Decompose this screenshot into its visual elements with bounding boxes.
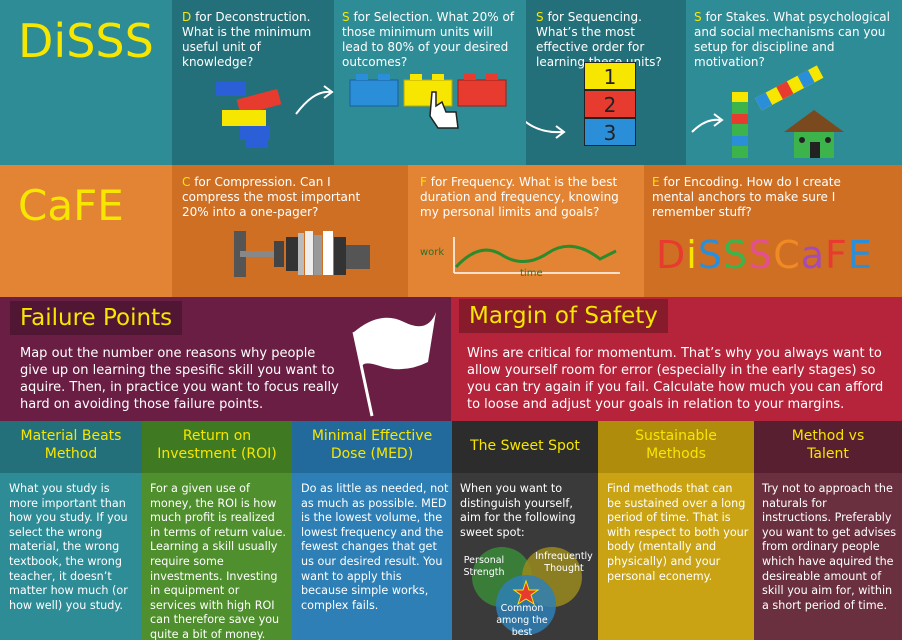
failure-text: Map out the number one reasons why peopl…: [20, 346, 339, 412]
col-sweet-text: When you want to distinguish yourself, a…: [460, 482, 576, 539]
venn-diagram: [472, 547, 582, 635]
logo-letter: C: [773, 233, 801, 277]
logo-letter: S: [697, 233, 723, 277]
col-sweet-head-bg: [452, 421, 598, 473]
lego-row-icon: [349, 74, 507, 129]
disss-s1-letter: S: [342, 10, 350, 24]
disss-title: DiSSS: [18, 14, 154, 68]
disss-s3-panel: S for Stakes. What psychological and soc…: [686, 0, 902, 165]
venn-label-infrequent: Infrequently Thought: [535, 551, 593, 574]
logo-letter: F: [825, 233, 848, 277]
logo-letter: D: [656, 233, 687, 277]
col-material-text: What you study is more important than ho…: [9, 482, 128, 612]
logo-letter: S: [722, 233, 749, 277]
arrow-icon: [295, 85, 334, 115]
frequency-graph: [453, 237, 620, 274]
failure-title: Failure Points: [10, 301, 183, 335]
disss-title-panel: DiSSS: [0, 0, 172, 165]
cafe-c-letter: C: [182, 175, 191, 189]
arrow-icon: [526, 120, 566, 139]
logo-letter: i: [686, 233, 698, 277]
white-flag-icon: [352, 312, 436, 417]
col-material-panel: Material Beats Method What you study is …: [0, 421, 142, 640]
col-talent-panel: Method vs Talent Try not to approach the…: [754, 421, 902, 640]
venn-label-common: Common among the best: [496, 603, 548, 638]
disss-s2-letter: S: [536, 10, 544, 24]
logo-letter: a: [800, 233, 826, 277]
sequence-block-2: 2: [584, 90, 636, 118]
cafe-c-text: C for Compression. Can I compress the mo…: [182, 175, 361, 219]
disss-d-text: D for Deconstruction. What is the minimu…: [182, 10, 312, 69]
cafe-title-panel: CaFE: [0, 165, 172, 297]
col-med-text: Do as little as needed, not as much as p…: [301, 482, 449, 612]
cafe-f-text: F for Frequency. What is the best durati…: [420, 175, 619, 219]
col-material-head-bg: [0, 421, 142, 473]
col-talent-head-bg: [754, 421, 902, 473]
logo-letter: E: [847, 233, 873, 277]
logo-letter: S: [748, 233, 774, 277]
col-sustainable-text: Find methods that can be sustained over …: [607, 482, 749, 583]
disss-cafe-logo: DiSSSCaFE: [656, 233, 873, 277]
sequence-block-3: 3: [584, 118, 636, 146]
cafe-e-text: E for Encoding. How do I create mental a…: [652, 175, 841, 219]
margin-text: Wins are critical for momentum. That’s w…: [467, 346, 884, 412]
col-sustainable-panel: Sustainable Methods Find methods that ca…: [598, 421, 754, 640]
col-sustainable-title: Sustainable Methods: [635, 428, 717, 462]
clamp-icon: [234, 231, 370, 277]
col-roi-text: For a given use of money, the ROI is how…: [150, 482, 286, 640]
col-roi-panel: Return on Investment (ROI) For a given u…: [142, 421, 292, 640]
sequence-stack: 1 2 3: [584, 62, 636, 146]
margin-title: Margin of Safety: [459, 299, 668, 333]
disss-s2-text: S for Sequencing. What’s the most effect…: [536, 10, 662, 69]
col-sustainable-head-bg: [598, 421, 754, 473]
disss-s1-panel: S for Selection. What 20% of those minim…: [334, 0, 526, 165]
col-talent-title: Method vs Talent: [791, 428, 865, 462]
col-med-title: Minimal Effective Dose (MED): [311, 428, 433, 462]
graph-x-label: time: [520, 268, 543, 279]
cafe-e-panel: E for Encoding. How do I create mental a…: [644, 165, 902, 297]
disss-d-panel: D for Deconstruction. What is the minimu…: [172, 0, 334, 165]
disss-s1-text: S for Selection. What 20% of those minim…: [342, 10, 515, 69]
col-med-head-bg: [292, 421, 452, 473]
house-tower-icon: [691, 65, 844, 158]
disss-s2-panel: S for Sequencing. What’s the most effect…: [526, 0, 686, 165]
disss-s3-text: S for Stakes. What psychological and soc…: [694, 10, 890, 69]
lego-pile-icon: [216, 82, 282, 148]
disss-d-letter: D: [182, 10, 192, 24]
venn-label-personal: Personal Strength: [463, 555, 505, 578]
cafe-e-letter: E: [652, 175, 660, 189]
cafe-f-panel: F for Frequency. What is the best durati…: [408, 165, 644, 297]
col-sweet-panel: The Sweet Spot When you want to distingu…: [452, 421, 598, 640]
col-roi-title: Return on Investment (ROI): [157, 428, 277, 462]
margin-panel: Margin of Safety Wins are critical for m…: [451, 297, 902, 421]
sequence-block-1: 1: [584, 62, 636, 90]
col-roi-head-bg: [142, 421, 292, 473]
cafe-title: CaFE: [18, 181, 124, 230]
cafe-c-panel: C for Compression. Can I compress the mo…: [172, 165, 408, 297]
col-material-title: Material Beats Method: [20, 428, 122, 462]
graph-y-label: work: [420, 247, 445, 258]
col-talent-text: Try not to approach the naturals for ins…: [762, 482, 897, 612]
col-med-panel: Minimal Effective Dose (MED) Do as littl…: [292, 421, 452, 640]
cafe-f-letter: F: [420, 175, 427, 189]
disss-s3-letter: S: [694, 10, 702, 24]
col-sweet-title: The Sweet Spot: [470, 438, 580, 454]
